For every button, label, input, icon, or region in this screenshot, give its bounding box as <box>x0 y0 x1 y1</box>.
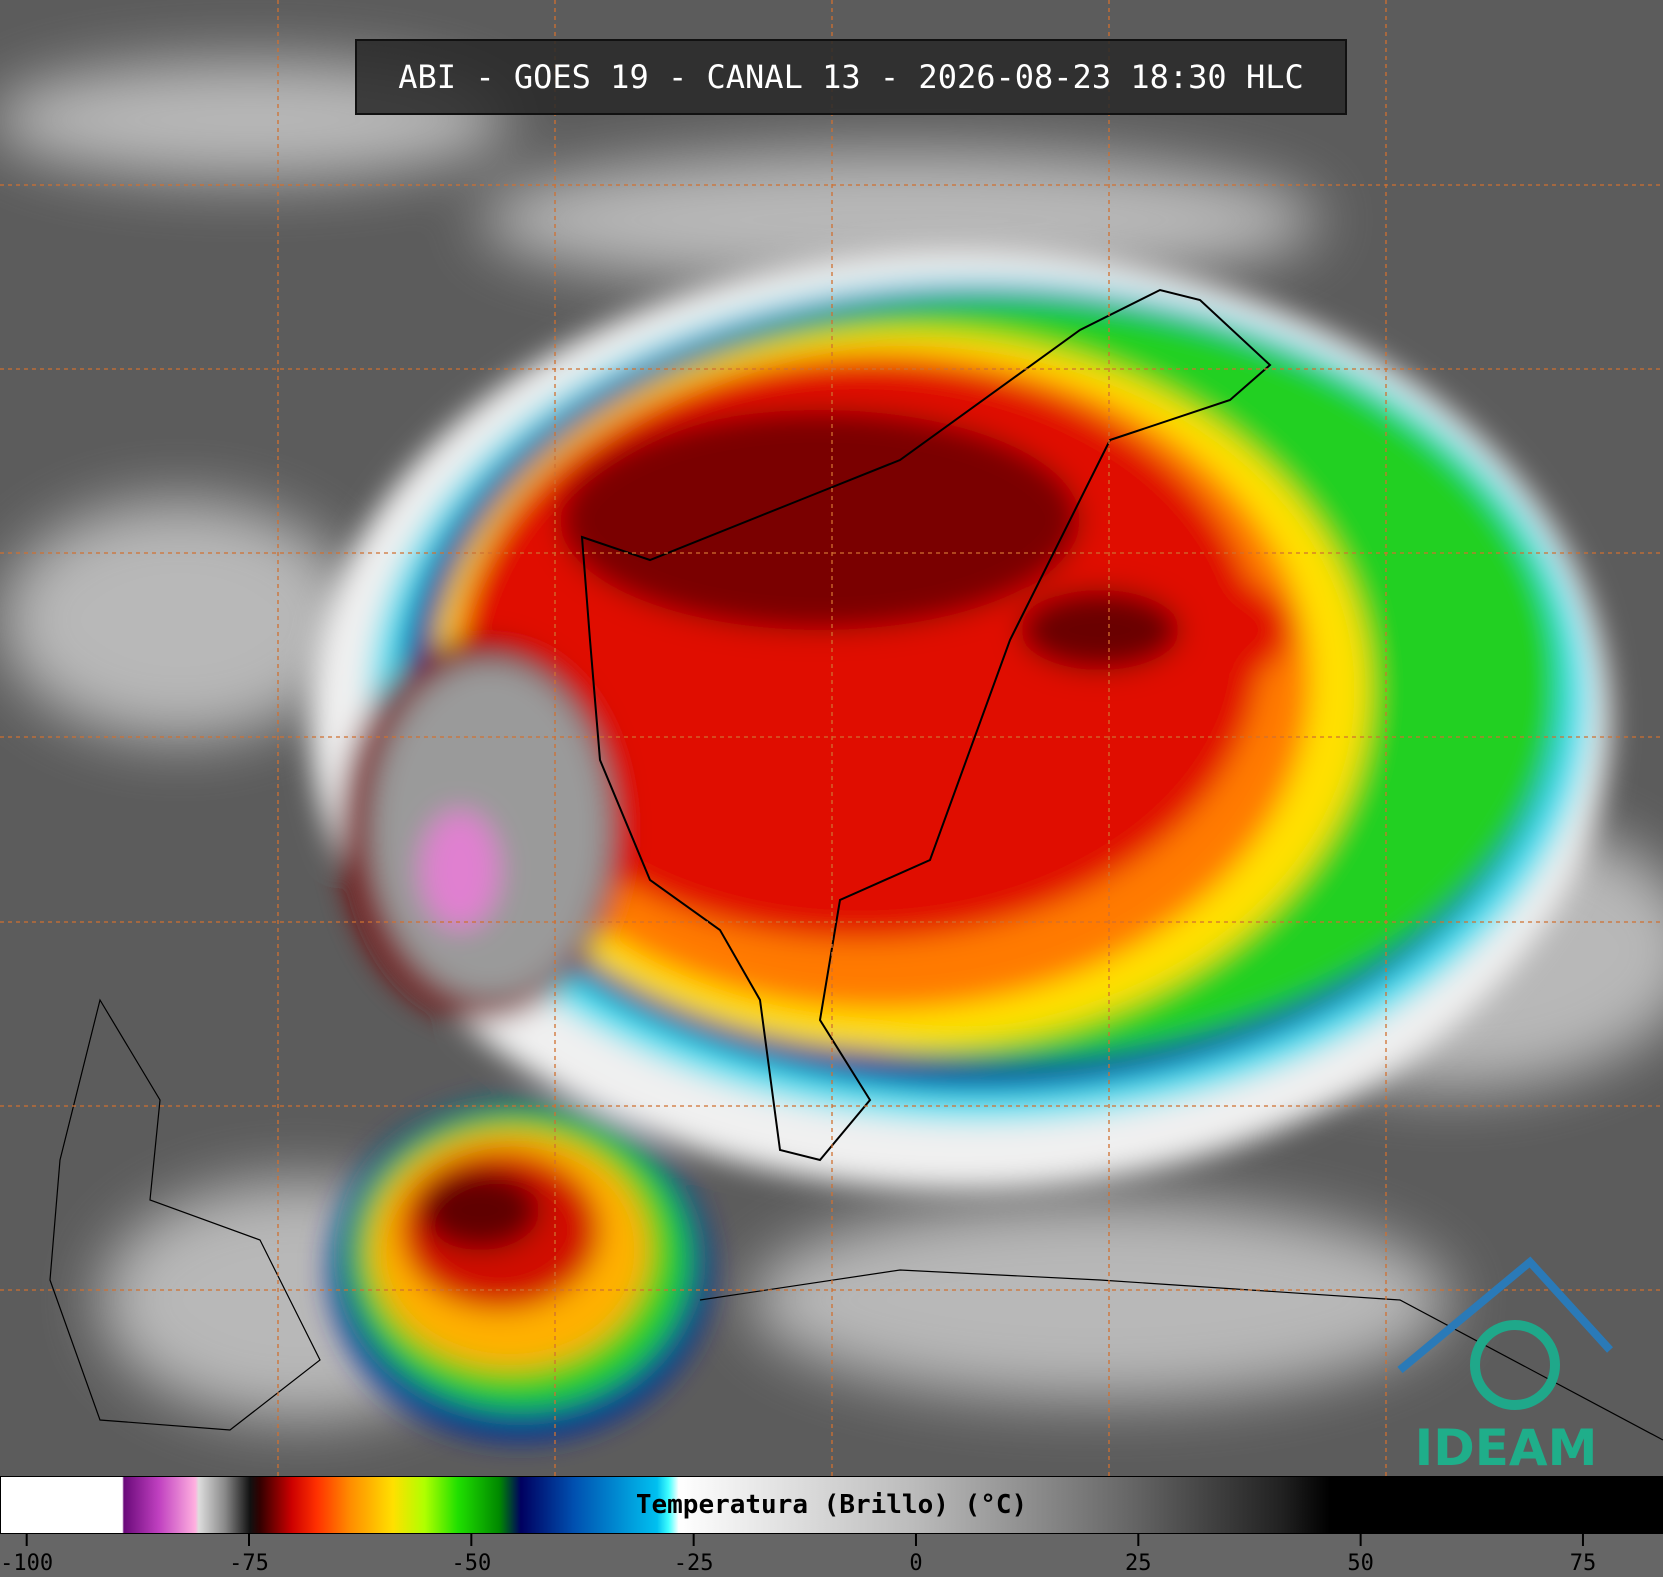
tick-label: 25 <box>1125 1551 1152 1576</box>
colorbar <box>0 1476 1663 1534</box>
tick-label: 75 <box>1570 1551 1597 1576</box>
tick-label: 0 <box>909 1551 922 1576</box>
colorbar-axis: -100 -75 -50 -25 0 25 50 75 <box>0 1534 1597 1576</box>
tick-label: -100 <box>0 1551 53 1576</box>
tick-label: -75 <box>229 1551 269 1576</box>
logo-mark <box>1397 1256 1613 1374</box>
tick-label: -50 <box>451 1551 491 1576</box>
logo-swirl <box>1470 1320 1560 1410</box>
tick-label: 50 <box>1347 1551 1374 1576</box>
tick-label: -25 <box>674 1551 714 1576</box>
colorbar-label: Temperatura (Brillo) (°C) <box>635 1490 1028 1520</box>
satellite-image: IDEAM <box>0 0 1663 1476</box>
logo-text: IDEAM <box>1415 1419 1598 1476</box>
image-title: ABI - GOES 19 - CANAL 13 - 2026-08-23 18… <box>355 39 1347 115</box>
